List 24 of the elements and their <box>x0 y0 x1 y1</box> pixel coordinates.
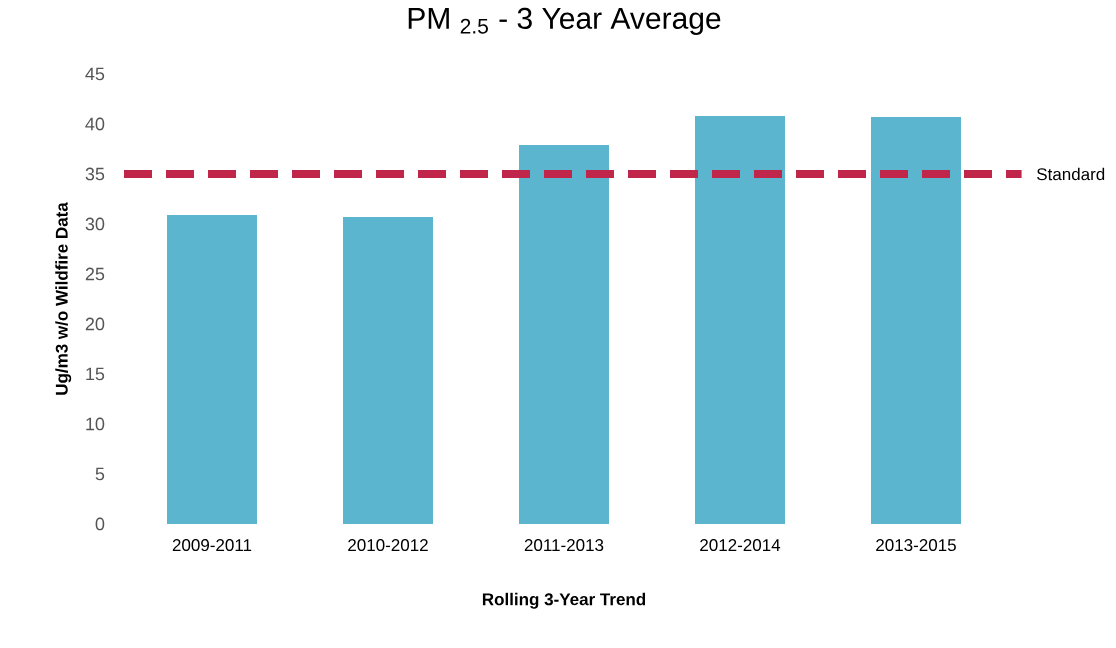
x-tick-label: 2012-2014 <box>700 539 781 552</box>
y-tick-label: 5 <box>95 467 105 481</box>
x-axis-title: Rolling 3-Year Trend <box>482 592 646 609</box>
x-tick-label: 2013-2015 <box>876 539 956 552</box>
bar <box>870 116 961 524</box>
bar <box>167 214 257 524</box>
x-tick-label: 2011-2013 <box>524 539 604 552</box>
x-tick-label: 2009-2011 <box>172 539 252 552</box>
bar <box>519 144 609 524</box>
y-tick-label: 15 <box>86 367 105 381</box>
bar <box>694 115 785 524</box>
chart-title: PM $_{2.5}$ - 3 Year Average <box>408 7 721 35</box>
y-tick-label: 30 <box>85 217 105 231</box>
y-tick-label: 35 <box>85 167 105 181</box>
y-tick-label: 10 <box>86 417 105 431</box>
y-tick-label: 20 <box>85 317 105 331</box>
y-axis-title: Ug/m3 w/o Wildfire Data <box>55 202 72 395</box>
y-tick-label: 25 <box>85 267 105 281</box>
bar <box>343 216 433 524</box>
y-tick-label: 45 <box>85 67 105 81</box>
y-tick-label: 0 <box>95 517 105 531</box>
x-tick-label: 2010-2012 <box>348 539 428 552</box>
y-tick-label: 40 <box>85 117 105 131</box>
ref-line-label: Standard <box>1037 167 1105 181</box>
